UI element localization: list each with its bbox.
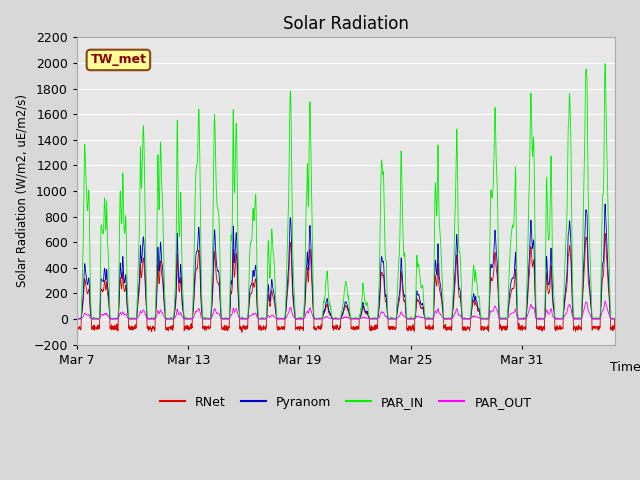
PAR_IN (73, 316, 81, 322)
Pyranom (113, 316, 120, 322)
Pyranom (87, 312, 95, 317)
Pyranom (611, 316, 618, 322)
Pyranom (165, 316, 173, 322)
PAR_OUT (601, 298, 609, 304)
Line: Pyranom: Pyranom (77, 204, 614, 319)
Pyranom (601, 201, 609, 207)
Pyranom (74, 316, 81, 322)
Legend: RNet, Pyranom, PAR_IN, PAR_OUT: RNet, Pyranom, PAR_IN, PAR_OUT (155, 391, 536, 414)
Y-axis label: Solar Radiation (W/m2, uE/m2/s): Solar Radiation (W/m2, uE/m2/s) (15, 95, 28, 288)
Line: RNet: RNet (77, 233, 614, 332)
PAR_IN (113, 316, 120, 322)
PAR_IN (104, 250, 112, 256)
Pyranom (104, 290, 112, 296)
Pyranom (538, 316, 545, 322)
PAR_OUT (611, 316, 618, 322)
Title: Solar Radiation: Solar Radiation (283, 15, 409, 33)
RNet (104, 295, 112, 300)
PAR_IN (601, 61, 609, 67)
RNet (165, 324, 173, 330)
RNet (113, 324, 120, 330)
RNet (237, 326, 244, 332)
PAR_IN (611, 316, 618, 322)
PAR_IN (237, 316, 244, 322)
PAR_IN (165, 315, 173, 321)
PAR_OUT (104, 313, 112, 319)
PAR_OUT (538, 316, 545, 322)
PAR_IN (87, 296, 95, 301)
PAR_OUT (87, 316, 95, 322)
Pyranom (237, 316, 244, 322)
RNet (87, 312, 95, 317)
RNet (601, 230, 609, 236)
X-axis label: Time: Time (610, 361, 640, 374)
PAR_OUT (73, 315, 81, 321)
Text: TW_met: TW_met (90, 53, 147, 66)
RNet (538, 326, 545, 332)
PAR_OUT (165, 316, 173, 322)
RNet (73, 325, 81, 331)
PAR_OUT (113, 316, 120, 322)
Pyranom (73, 316, 81, 322)
Line: PAR_OUT: PAR_OUT (77, 301, 614, 319)
PAR_OUT (74, 316, 81, 322)
PAR_IN (538, 316, 545, 322)
PAR_OUT (237, 316, 244, 322)
RNet (611, 316, 618, 322)
RNet (238, 329, 246, 335)
Line: PAR_IN: PAR_IN (77, 64, 614, 319)
